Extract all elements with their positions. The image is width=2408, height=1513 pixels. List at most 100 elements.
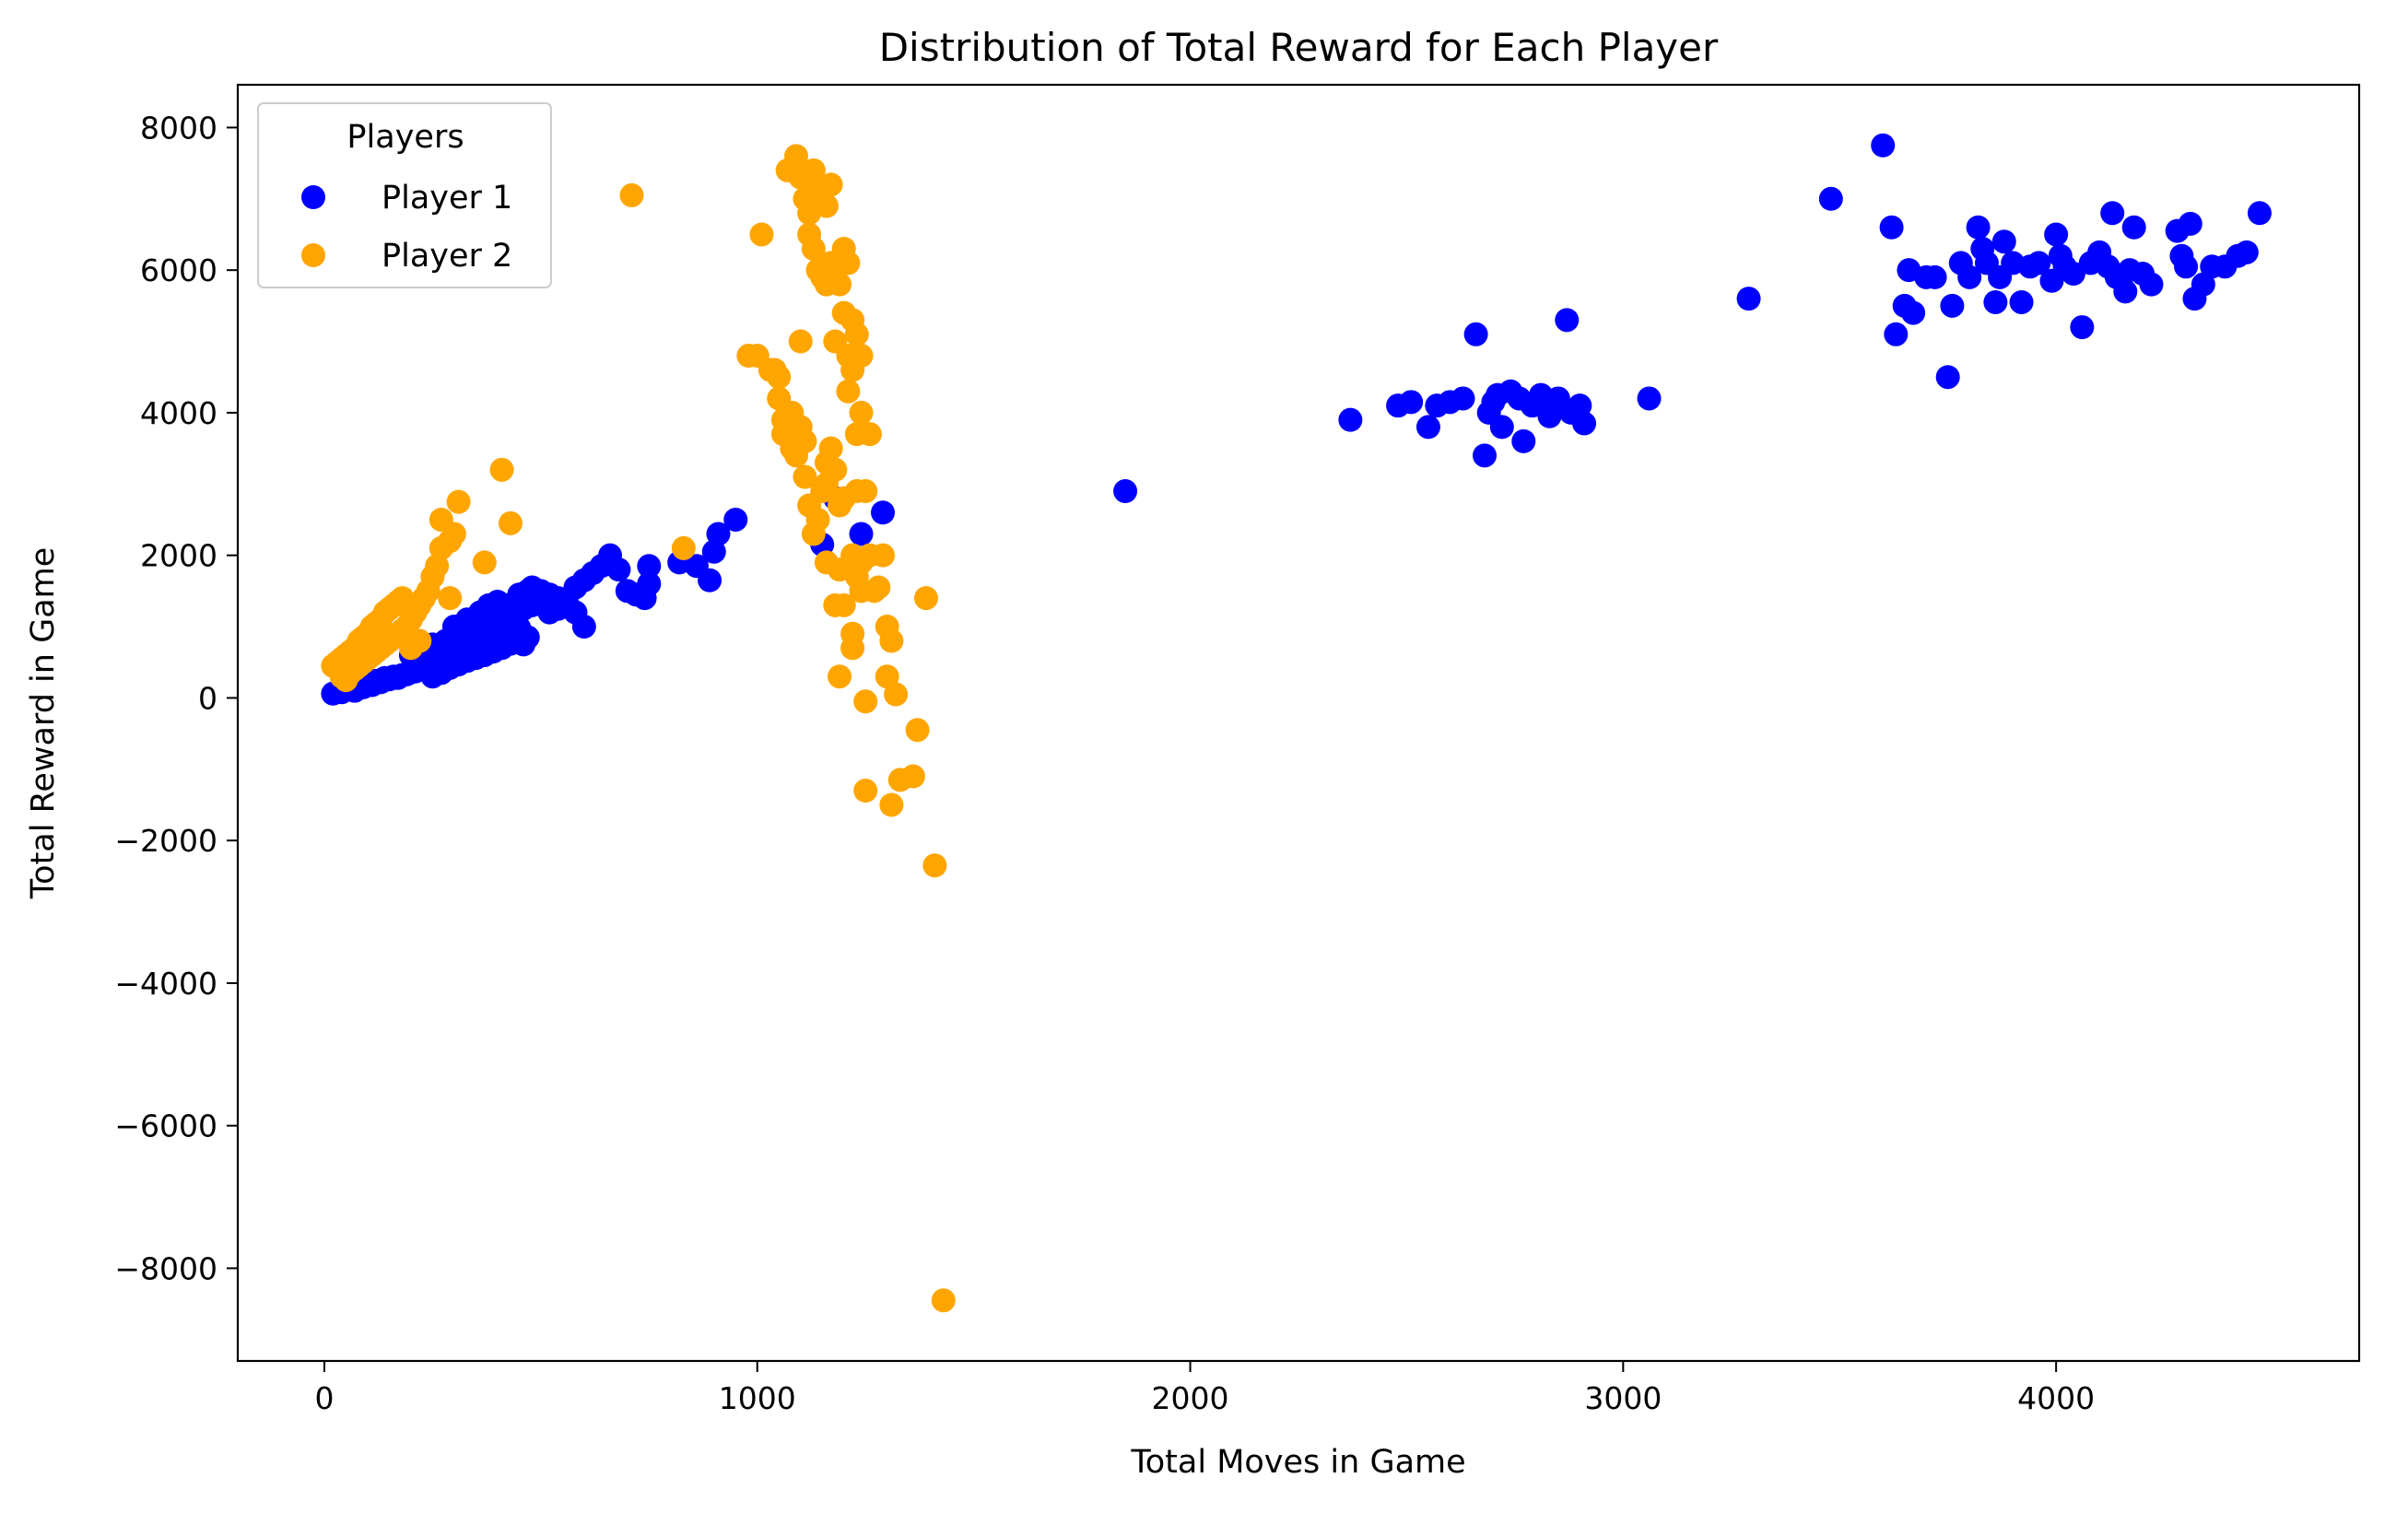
x-tick-label: 0	[314, 1380, 334, 1416]
data-point	[784, 144, 809, 169]
data-point	[2139, 272, 2164, 297]
data-point	[1637, 386, 1662, 411]
data-point	[931, 1288, 956, 1313]
y-tick-label: 8000	[140, 110, 217, 146]
y-tick-label: −2000	[114, 823, 217, 859]
data-point	[1983, 289, 2008, 314]
x-tick-label: 2000	[1152, 1380, 1229, 1416]
x-tick-label: 4000	[2017, 1380, 2095, 1416]
data-point	[1966, 215, 1991, 240]
data-point	[849, 400, 874, 425]
data-point	[441, 522, 466, 546]
y-axis: −8000 −6000 −4000 −2000 0 2000 4000 6000 8000	[114, 110, 238, 1286]
data-point	[1957, 264, 1982, 289]
data-point	[1399, 390, 1424, 415]
data-point	[1884, 322, 1909, 346]
data-point	[394, 621, 419, 646]
legend-label-player-1: Player 1	[382, 180, 512, 217]
data-point	[2178, 211, 2202, 236]
x-axis: 0 1000 2000 3000 4000	[314, 1361, 2095, 1416]
data-point	[723, 507, 748, 532]
data-point	[1922, 264, 1947, 289]
data-point	[485, 589, 510, 614]
data-point	[814, 550, 839, 575]
data-point	[2009, 289, 2034, 314]
data-point	[793, 464, 817, 489]
data-point	[844, 479, 869, 504]
data-point	[879, 792, 904, 817]
data-point	[1113, 479, 1138, 504]
legend: Players Player 1 Player 2	[257, 102, 552, 288]
data-point	[1463, 322, 1488, 346]
data-point	[818, 436, 843, 461]
data-point	[2070, 315, 2095, 340]
data-point	[849, 522, 874, 546]
legend-title: Players	[347, 119, 464, 156]
y-tick-label: −6000	[114, 1108, 217, 1144]
data-point	[805, 507, 830, 532]
y-tick-label: −4000	[114, 966, 217, 1002]
data-points	[321, 133, 2272, 1313]
legend-box	[257, 102, 552, 288]
series-player-1	[321, 133, 2272, 706]
series-player-2	[321, 144, 956, 1313]
data-point	[2100, 201, 2125, 226]
data-point	[1489, 415, 1514, 440]
data-point	[1736, 287, 1761, 311]
data-point	[866, 575, 891, 600]
data-point	[2191, 272, 2215, 297]
data-point	[2247, 201, 2272, 226]
data-point	[515, 579, 540, 604]
data-point	[801, 236, 826, 261]
data-point	[857, 422, 882, 447]
data-point	[489, 457, 514, 482]
data-point	[2044, 222, 2069, 247]
data-point	[913, 586, 938, 611]
x-tick-label: 3000	[1584, 1380, 1662, 1416]
data-point	[849, 344, 874, 369]
data-point	[884, 682, 909, 707]
data-point	[1415, 415, 1440, 440]
data-point	[818, 172, 843, 197]
data-point	[823, 457, 848, 482]
data-point	[875, 664, 899, 689]
data-point	[446, 489, 471, 514]
data-point	[853, 779, 878, 803]
x-tick-label: 1000	[719, 1380, 796, 1416]
y-tick-label: −8000	[114, 1250, 217, 1286]
data-point	[814, 194, 839, 218]
data-point	[606, 557, 631, 582]
y-tick-label: 4000	[140, 395, 217, 431]
data-point	[844, 322, 869, 346]
data-point	[1555, 308, 1580, 333]
data-point	[793, 428, 817, 453]
data-point	[1537, 404, 1562, 428]
data-point	[1473, 443, 1498, 468]
data-point	[905, 718, 930, 743]
data-point	[571, 615, 596, 639]
data-point	[671, 535, 696, 560]
data-point	[2121, 215, 2146, 240]
chart-title: Distribution of Total Reward for Each Pl…	[879, 25, 1719, 70]
data-point	[698, 568, 722, 592]
data-point	[870, 543, 895, 568]
data-point	[922, 853, 947, 878]
data-point	[788, 329, 813, 354]
y-tick-label: 0	[198, 680, 217, 716]
data-point	[900, 764, 925, 789]
data-point	[828, 272, 852, 297]
data-point	[2026, 251, 2051, 276]
data-point	[619, 182, 644, 207]
data-point	[1451, 386, 1475, 411]
data-point	[1879, 215, 1904, 240]
data-point	[840, 636, 865, 661]
data-point	[637, 571, 662, 596]
plot-area	[236, 83, 2361, 1363]
legend-marker-player-1	[301, 185, 325, 209]
data-point	[2061, 262, 2085, 287]
data-point	[1901, 300, 1926, 325]
data-point	[706, 522, 731, 546]
data-point	[879, 628, 904, 653]
legend-label-player-2: Player 2	[382, 238, 512, 275]
